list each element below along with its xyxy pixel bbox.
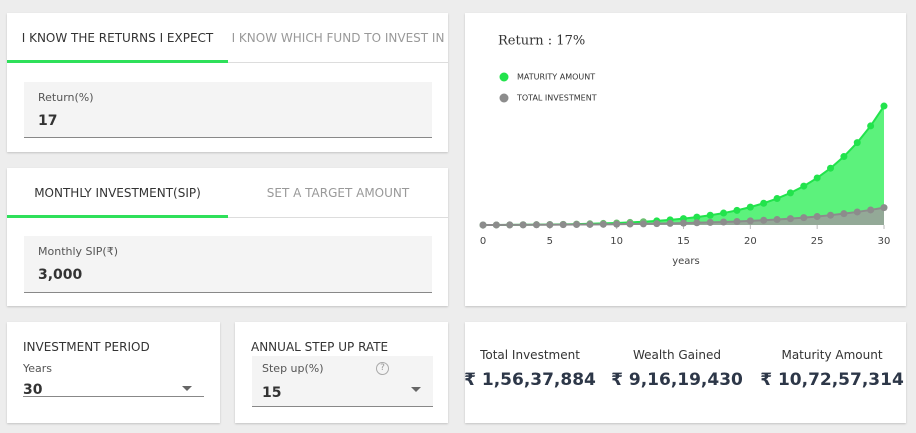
x-tick-label: 30 (878, 236, 891, 247)
x-tick-label: 10 (610, 236, 623, 247)
period-card: INVESTMENT PERIOD Years 30 (7, 322, 220, 423)
select-value: 15 (262, 385, 282, 401)
point (746, 217, 754, 225)
select-label: Years (23, 362, 53, 375)
period-select[interactable]: Years 30 (23, 360, 204, 398)
summary-value: ₹ 9,16,19,430 (611, 370, 743, 390)
field-label: Return(%) (38, 91, 94, 104)
summary-label: Maturity Amount (781, 348, 883, 362)
point (853, 139, 861, 147)
summary-value: ₹ 1,56,37,884 (464, 370, 596, 390)
x-tick-label: 5 (547, 236, 553, 247)
summary-item: Maturity Amount ₹ 10,72,57,314 (757, 348, 907, 390)
legend-label: TOTAL INVESTMENT (516, 94, 597, 103)
point (546, 221, 554, 229)
legend-marker (499, 93, 509, 103)
point (666, 219, 674, 227)
x-tick-label: 15 (677, 236, 690, 247)
field-value: 17 (38, 113, 58, 129)
field-label: Monthly SIP(₹) (38, 245, 118, 258)
chart: Return : 17% years 0 5 10 15 20 25 30 MATURITY … (479, 34, 891, 267)
investment-card: MONTHLY INVESTMENT(SIP) SET A TARGET AMO… (7, 168, 448, 306)
select-value: 30 (23, 382, 43, 398)
point (519, 221, 527, 229)
point (746, 203, 754, 211)
dropdown-arrow (182, 386, 192, 391)
summary-item: Wealth Gained ₹ 9,16,19,430 (607, 348, 747, 390)
area (483, 106, 884, 225)
point (800, 214, 808, 222)
stepup-select[interactable]: Step up(%) ? 15 (252, 356, 433, 407)
x-axis-label: years (672, 256, 700, 267)
point (626, 220, 634, 228)
tab[interactable]: I KNOW THE RETURNS I EXPECT (7, 13, 228, 63)
card-title: ANNUAL STEP UP RATE (251, 340, 389, 354)
legend-marker (499, 72, 509, 82)
point (492, 221, 500, 229)
point (773, 195, 781, 203)
point (733, 217, 741, 225)
area (483, 207, 884, 225)
point (760, 216, 768, 224)
point (840, 210, 848, 218)
point (720, 209, 728, 217)
select-label: Step up(%) (262, 362, 324, 375)
point (706, 218, 714, 226)
x-tick-label: 20 (744, 236, 757, 247)
point (880, 102, 888, 110)
point (506, 221, 514, 229)
point (827, 211, 835, 219)
x-tick-label: 0 (480, 236, 486, 247)
summary-label: Wealth Gained (633, 348, 721, 362)
field-value: 3,000 (38, 267, 83, 283)
point (880, 204, 888, 212)
point (613, 220, 621, 228)
stepup-card: ANNUAL STEP UP RATE Step up(%) ? 15 (235, 322, 448, 423)
legend-label: MATURITY AMOUNT (517, 73, 595, 82)
point (693, 219, 701, 227)
point (853, 208, 861, 216)
point (720, 218, 728, 226)
chart-title: Return : 17% (498, 34, 585, 49)
x-tick-label: 25 (811, 236, 824, 247)
help-icon[interactable]: ? (376, 362, 389, 375)
point (599, 220, 607, 228)
point (479, 221, 487, 229)
point (773, 216, 781, 224)
point (827, 164, 835, 172)
point (786, 189, 794, 197)
tab[interactable]: I KNOW WHICH FUND TO INVEST IN (228, 13, 448, 63)
point (733, 206, 741, 214)
point (680, 219, 687, 227)
tab[interactable]: MONTHLY INVESTMENT(SIP) (7, 168, 228, 218)
summary-label: Total Investment (480, 348, 580, 362)
card-title: INVESTMENT PERIOD (23, 340, 150, 354)
return-field[interactable]: Return(%) 17 (24, 82, 432, 138)
point (786, 215, 794, 223)
point (800, 182, 808, 190)
point (693, 213, 701, 221)
point (532, 221, 540, 229)
point (573, 221, 581, 229)
dropdown-arrow (411, 387, 421, 392)
point (867, 122, 875, 130)
point (706, 211, 714, 219)
point (559, 221, 567, 229)
point (867, 206, 875, 214)
summary-value: ₹ 10,72,57,314 (760, 370, 904, 390)
tab[interactable]: SET A TARGET AMOUNT (228, 168, 448, 218)
point (813, 213, 821, 221)
summary-card: Total Investment ₹ 1,56,37,884 Wealth Ga… (464, 322, 907, 423)
point (840, 153, 848, 161)
point (760, 199, 768, 207)
point (639, 220, 647, 228)
point (586, 220, 594, 228)
sip-field[interactable]: Monthly SIP(₹) 3,000 (24, 236, 432, 293)
return-card: I KNOW THE RETURNS I EXPECT I KNOW WHICH… (7, 13, 448, 152)
chart-card: Return : 17% years 0 5 10 15 20 25 30 MATURITY … (465, 13, 906, 306)
point (813, 174, 821, 182)
summary-item: Total Investment ₹ 1,56,37,884 (460, 348, 600, 390)
point (653, 220, 661, 228)
